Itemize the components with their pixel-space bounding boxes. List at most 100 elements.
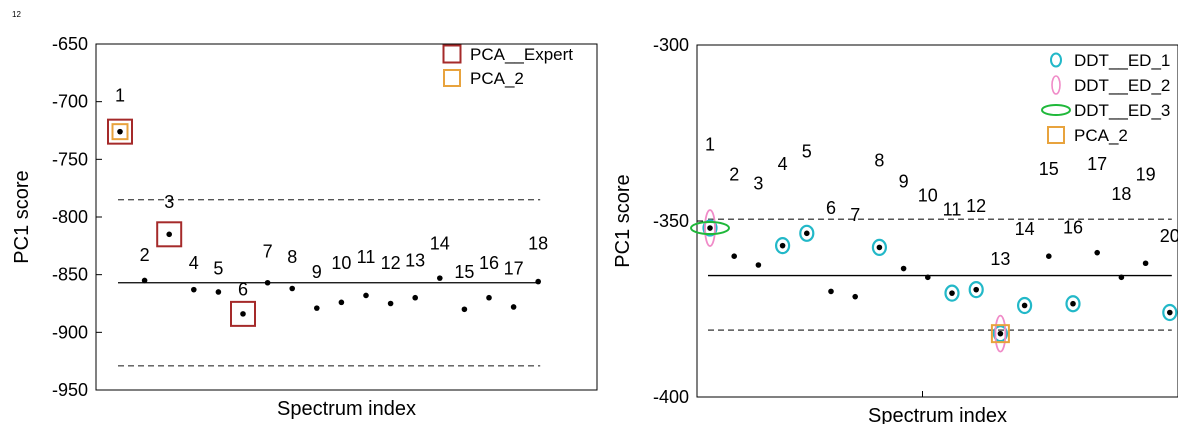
legend-label: DDT__ED_3 xyxy=(1074,101,1170,120)
point-label: 19 xyxy=(1136,165,1156,185)
marker-ddt-ed-1 xyxy=(968,281,984,299)
point-label: 5 xyxy=(802,142,812,162)
marker-pca-expert xyxy=(230,300,256,327)
data-point xyxy=(949,290,955,296)
marker-ddt-ed-1 xyxy=(774,237,791,255)
data-point xyxy=(412,294,419,301)
data-point xyxy=(240,311,246,317)
data-point xyxy=(707,225,713,231)
legend-symbol-ddt-ed-2 xyxy=(1051,75,1061,95)
data-point xyxy=(1118,274,1125,281)
legend-label: DDT__ED_2 xyxy=(1074,76,1170,95)
legend-symbol-ddt-ed-1 xyxy=(1050,52,1062,68)
marker-ddt-ed-3 xyxy=(690,221,730,236)
y-tick-label: -350 xyxy=(653,211,689,231)
legend-symbol-pca-expert xyxy=(442,44,462,64)
point-label: 4 xyxy=(778,154,788,174)
point-label: 8 xyxy=(287,247,297,267)
data-point xyxy=(1167,309,1173,316)
point-label: 3 xyxy=(753,173,763,193)
point-label: 18 xyxy=(1111,184,1131,204)
data-point xyxy=(264,279,271,286)
marker-pca-expert xyxy=(156,221,183,248)
data-point xyxy=(215,289,222,295)
y-tick-label: -800 xyxy=(52,207,88,227)
data-point xyxy=(117,128,123,135)
data-point xyxy=(510,304,517,310)
point-label: 6 xyxy=(238,279,248,299)
data-point xyxy=(900,265,907,272)
y-axis-label: PC1 score xyxy=(612,174,634,267)
marker-ddt-ed-1 xyxy=(1065,295,1081,313)
point-label: 3 xyxy=(164,192,174,212)
data-point xyxy=(1021,302,1028,309)
point-label: 2 xyxy=(729,165,739,185)
point-label: 18 xyxy=(528,233,548,253)
corner-label: 12 xyxy=(12,10,21,19)
data-point xyxy=(191,286,197,293)
plot-frame xyxy=(696,44,1178,398)
y-tick-label: -950 xyxy=(52,380,88,400)
legend-symbol-pca-2 xyxy=(1047,126,1065,144)
y-tick-label: -650 xyxy=(52,34,88,54)
data-point xyxy=(437,275,443,281)
data-point xyxy=(804,230,810,237)
data-point xyxy=(314,305,320,311)
y-tick-label: -750 xyxy=(52,149,88,169)
data-point xyxy=(997,330,1004,337)
y-tick-label: -900 xyxy=(52,322,88,342)
point-label: 8 xyxy=(874,150,884,170)
point-label: 7 xyxy=(263,241,273,261)
data-point xyxy=(166,231,172,238)
plot-frame xyxy=(95,43,598,391)
data-point xyxy=(363,292,369,299)
marker-ddt-ed-2 xyxy=(704,209,716,247)
point-label: 10 xyxy=(918,186,938,206)
point-label: 9 xyxy=(899,172,909,192)
data-point xyxy=(779,242,786,249)
point-label: 9 xyxy=(312,262,322,282)
chart-left: -650 -700 -750 -800 -850 -900 -950 Spectrum ind… xyxy=(11,34,598,420)
data-point xyxy=(925,274,931,281)
data-point xyxy=(973,286,979,293)
data-point xyxy=(1142,260,1149,267)
marker-ddt-ed-1 xyxy=(944,284,960,302)
point-label: 17 xyxy=(504,259,524,279)
y-tick-label: -700 xyxy=(52,92,88,112)
marker-ddt-ed-1 xyxy=(871,238,888,256)
point-label: 1 xyxy=(705,135,715,155)
marker-ddt-ed-1 xyxy=(799,224,815,242)
point-label: 15 xyxy=(454,262,474,282)
point-label: 16 xyxy=(479,253,499,273)
marker-ddt-ed-2 xyxy=(994,314,1007,353)
legend-symbol-ddt-ed-3 xyxy=(1041,104,1071,116)
data-point xyxy=(338,299,345,306)
y-axis-label: PC1 score xyxy=(11,170,33,263)
point-label: 15 xyxy=(1039,159,1059,179)
point-label: 4 xyxy=(189,253,199,273)
point-label: 14 xyxy=(430,233,450,253)
point-label: 16 xyxy=(1063,217,1083,237)
data-point xyxy=(852,293,858,300)
marker-ddt-ed-1 xyxy=(1162,303,1178,322)
point-label: 11 xyxy=(943,200,962,220)
point-label: 12 xyxy=(381,253,401,273)
point-label: 10 xyxy=(331,253,351,273)
x-axis-label: Spectrum index xyxy=(277,398,416,420)
data-point xyxy=(486,294,492,301)
marker-pca-2 xyxy=(990,324,1010,344)
y-tick-label: -400 xyxy=(653,387,689,407)
legend-symbol-pca-2 xyxy=(443,69,461,87)
point-label: 5 xyxy=(213,259,223,279)
data-point xyxy=(876,244,883,251)
data-point xyxy=(535,278,541,285)
data-point xyxy=(1094,249,1100,256)
point-label: 17 xyxy=(1087,154,1107,174)
data-point xyxy=(755,262,762,268)
point-label: 14 xyxy=(1015,219,1035,239)
point-label: 20 xyxy=(1160,226,1178,246)
marker-pca-2 xyxy=(111,123,129,141)
point-label: 13 xyxy=(405,251,425,271)
